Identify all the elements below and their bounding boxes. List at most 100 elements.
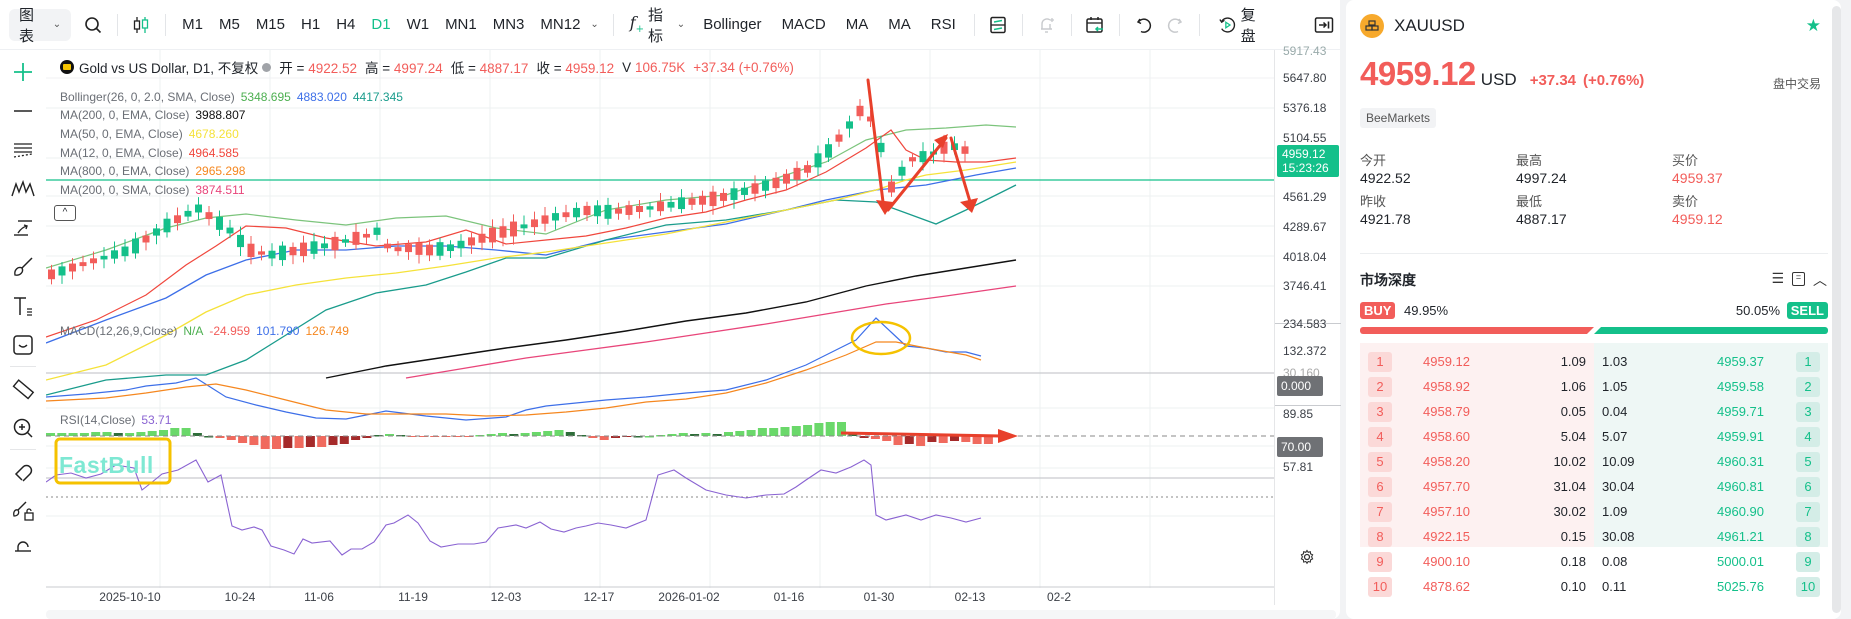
indicator-legend-row[interactable]: MA(12, 0, EMA, Close) 4964.585: [60, 146, 239, 160]
price-axis[interactable]: 5917.43 5647.80 5376.18 5104.55 4959.12 1…: [1274, 44, 1341, 605]
indicator-ma-2[interactable]: MA: [888, 16, 911, 33]
indicator-rsi[interactable]: RSI: [930, 16, 956, 33]
go-to-date-button[interactable]: [1080, 10, 1112, 40]
timeframe-w1[interactable]: W1: [406, 16, 430, 33]
timeframe-h4[interactable]: H4: [336, 16, 356, 33]
bid-qty: 0.15: [1560, 529, 1586, 544]
lock-tool[interactable]: [0, 530, 46, 569]
ask-row[interactable]: 10.09 4960.31 5: [1594, 449, 1828, 474]
emoji-tool[interactable]: [0, 325, 46, 364]
text-tool[interactable]: [0, 286, 46, 325]
candle-type-button[interactable]: [126, 10, 158, 40]
order-book: 1 4959.12 1.09 2 4958.92 1.06 3 4958.79 0.05 4 495…: [1360, 343, 1828, 597]
ohlc-close: 收 = 4959.12: [536, 61, 615, 76]
timeframe-more-chevron-icon[interactable]: ⌄: [590, 19, 599, 30]
magnet-icon: [14, 464, 33, 482]
bid-row[interactable]: 10 4878.62 0.10: [1360, 574, 1594, 599]
ask-row[interactable]: 0.11 5025.76 10: [1594, 574, 1828, 599]
ohlc-change: +37.34 (+0.76%): [693, 59, 794, 75]
timeframe-m5[interactable]: M5: [218, 16, 240, 33]
collapse-legend-button[interactable]: ^: [54, 205, 76, 221]
indicator-value: 5348.695: [240, 90, 291, 104]
timeframe-d1[interactable]: D1: [371, 16, 391, 33]
collapse-chevron-up-icon[interactable]: ︿: [1813, 272, 1827, 288]
bid-row[interactable]: 6 4957.70 31.04: [1360, 474, 1594, 499]
timeframe-mn1[interactable]: MN1: [445, 16, 477, 33]
bid-price: 4922.15: [1423, 529, 1470, 544]
chart-plot-area[interactable]: Gold vs US Dollar, D1, 不复权 开 = 4922.52 高…: [46, 50, 1274, 605]
zoom-tool[interactable]: [0, 408, 46, 447]
indicator-bollinger[interactable]: Bollinger: [703, 16, 762, 33]
layout-button[interactable]: [983, 10, 1015, 40]
document-icon[interactable]: =: [1792, 272, 1805, 286]
favorite-star-icon[interactable]: ★: [1805, 16, 1821, 35]
replay-icon: [1219, 16, 1236, 33]
replay-button[interactable]: 复盘: [1208, 4, 1278, 46]
list-view-icon[interactable]: ☰: [1771, 270, 1784, 286]
timeframe-h1[interactable]: H1: [301, 16, 321, 33]
zoom-in-icon: [13, 418, 33, 438]
bid-row[interactable]: 7 4957.10 30.02: [1360, 499, 1594, 524]
bid-row[interactable]: 5 4958.20 10.02: [1360, 449, 1594, 474]
horizontal-scrollbar[interactable]: [46, 610, 1336, 619]
ask-row[interactable]: 0.04 4959.71 3: [1594, 399, 1828, 424]
stat-label: 卖价: [1672, 194, 1699, 209]
lock-drawings-tool[interactable]: [0, 491, 46, 530]
bid-row[interactable]: 3 4958.79 0.05: [1360, 399, 1594, 424]
bid-row[interactable]: 2 4958.92 1.06: [1360, 374, 1594, 399]
magnet-tool[interactable]: [0, 452, 46, 491]
ask-level: 1: [1796, 351, 1820, 372]
ask-row[interactable]: 0.08 5000.01 9: [1594, 549, 1828, 574]
indicator-name: MA(50, 0, EMA, Close): [60, 127, 183, 141]
symbol-title: Gold vs US Dollar, D1, 不复权: [79, 61, 259, 76]
panel-scrollbar[interactable]: [1832, 6, 1841, 613]
y-label: 4289.67: [1283, 220, 1327, 234]
indicator-legend-row[interactable]: MA(800, 0, EMA, Close) 2965.298: [60, 164, 245, 178]
horizontal-line-tool[interactable]: [0, 91, 46, 130]
bid-row[interactable]: 4 4958.60 5.04: [1360, 424, 1594, 449]
ask-price: 4959.37: [1717, 354, 1764, 369]
indicator-legend-row[interactable]: MA(200, 0, EMA, Close) 3988.807: [60, 108, 245, 122]
alert-button[interactable]: [1031, 10, 1063, 40]
timeframe-mn12[interactable]: MN12: [540, 16, 581, 33]
timeframe-m1[interactable]: M1: [182, 16, 203, 33]
indicator-legend-row[interactable]: Bollinger(26, 0, 2.0, SMA, Close) 5348.69…: [60, 90, 403, 104]
ask-row[interactable]: 1.05 4959.58 2: [1594, 374, 1828, 399]
bid-qty: 0.05: [1560, 404, 1586, 419]
crosshair-tool[interactable]: [0, 52, 46, 91]
timeframe-m15[interactable]: M15: [255, 16, 285, 33]
indicator-ma[interactable]: MA: [845, 16, 869, 33]
stat-value: 4921.78: [1360, 211, 1411, 227]
ask-row[interactable]: 5.07 4959.91 4: [1594, 424, 1828, 449]
timeframe-mn3[interactable]: MN3: [492, 16, 525, 33]
layout-icon: [990, 16, 1007, 33]
ask-row[interactable]: 1.09 4960.90 7: [1594, 499, 1828, 524]
bid-row[interactable]: 1 4959.12 1.09: [1360, 349, 1594, 374]
pattern-tool[interactable]: [0, 169, 46, 208]
redo-button[interactable]: [1160, 10, 1192, 40]
search-button[interactable]: [77, 10, 109, 40]
ask-row[interactable]: 1.03 4959.37 1: [1594, 349, 1828, 374]
indicator-legend-row[interactable]: MA(200, 0, SMA, Close) 3874.511: [60, 183, 245, 197]
indicator-value: 4417.345: [352, 90, 403, 104]
ask-price: 4959.71: [1717, 404, 1764, 419]
indicators-button[interactable]: f+ 指标 ⌄: [622, 4, 693, 46]
indicator-macd[interactable]: MACD: [781, 16, 826, 33]
channel-tool[interactable]: [0, 130, 46, 169]
y-label: 132.372: [1283, 344, 1327, 358]
ask-level: 6: [1796, 476, 1820, 497]
bid-row[interactable]: 8 4922.15 0.15: [1360, 524, 1594, 549]
ask-level: 3: [1796, 401, 1820, 422]
ruler-tool[interactable]: [0, 369, 46, 408]
chart-menu-button[interactable]: 图表 ⌄: [9, 7, 72, 45]
brush-tool[interactable]: [0, 247, 46, 286]
chart-settings-button[interactable]: [1299, 549, 1315, 568]
bid-row[interactable]: 9 4900.10 0.18: [1360, 549, 1594, 574]
time-axis[interactable]: 2025-10-10 10-24 11-06 11-19 12-03 12-17 2026-…: [46, 588, 1274, 610]
ask-row[interactable]: 30.04 4960.81 6: [1594, 474, 1828, 499]
collapse-panel-button[interactable]: [1308, 10, 1340, 40]
indicator-legend-row[interactable]: MA(50, 0, EMA, Close) 4678.260: [60, 127, 239, 141]
ask-row[interactable]: 30.08 4961.21 8: [1594, 524, 1828, 549]
trend-tool[interactable]: [0, 208, 46, 247]
undo-button[interactable]: [1128, 10, 1160, 40]
